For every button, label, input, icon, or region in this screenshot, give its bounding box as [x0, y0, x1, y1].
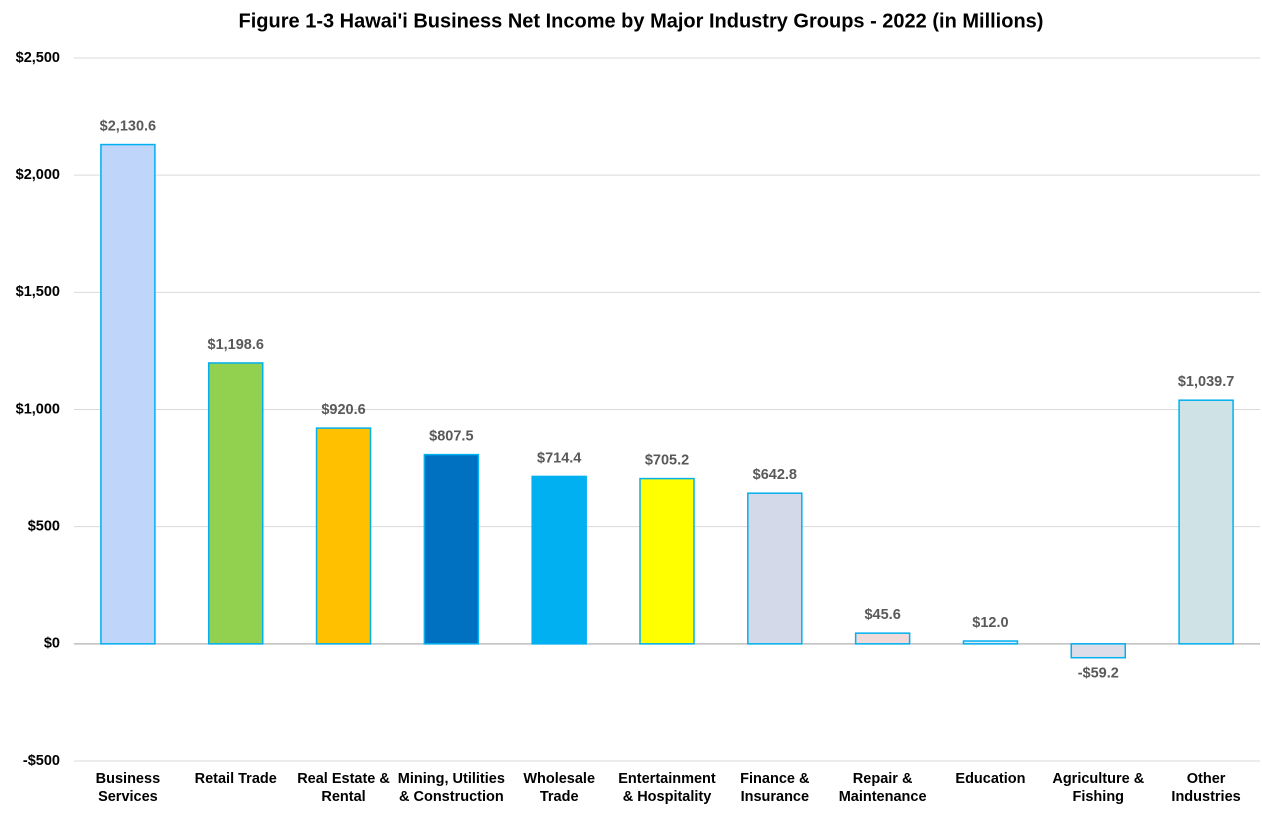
chart-title: Figure 1-3 Hawai'i Business Net Income b… — [239, 10, 1044, 32]
data-label: $714.4 — [537, 450, 581, 466]
y-tick-label: $2,000 — [16, 167, 60, 183]
y-tick-label: $2,500 — [16, 50, 60, 66]
bar — [100, 143, 156, 645]
y-tick-label: $500 — [28, 518, 60, 534]
bar — [639, 477, 695, 645]
data-label: $12.0 — [972, 615, 1008, 631]
x-tick-label: Entertainment & Hospitality — [618, 771, 716, 805]
bar — [854, 632, 911, 645]
x-tick-label: Finance & Insurance — [740, 771, 810, 805]
bar — [1178, 399, 1234, 645]
data-label: $45.6 — [864, 607, 900, 623]
y-tick-label: $0 — [44, 636, 60, 652]
x-tick-label: Repair & Maintenance — [838, 771, 927, 805]
bar — [747, 492, 803, 645]
data-label: $705.2 — [645, 452, 689, 468]
x-tick-label: Wholesale Trade — [523, 771, 596, 805]
x-tick-label: Agriculture & Fishing — [1052, 771, 1145, 805]
data-label: $2,130.6 — [100, 118, 156, 134]
data-label: $920.6 — [321, 402, 365, 418]
x-tick-label: Real Estate & Rental — [297, 771, 390, 805]
bar — [962, 640, 1019, 645]
bar — [1070, 643, 1127, 659]
data-label: $642.8 — [753, 467, 797, 483]
data-label: -$59.2 — [1078, 666, 1119, 682]
y-tick-label: -$500 — [23, 753, 60, 769]
x-tick-label: Mining, Utilities & Construction — [397, 771, 505, 805]
bar — [423, 453, 480, 645]
x-tick-label: Other Industries — [1171, 771, 1241, 805]
bar — [207, 362, 264, 645]
x-tick-label: Retail Trade — [194, 771, 277, 787]
bar — [315, 427, 372, 645]
data-label: $1,198.6 — [208, 337, 264, 353]
data-label: $807.5 — [429, 428, 473, 444]
y-tick-label: $1,500 — [16, 284, 60, 300]
x-tick-label: Business Services — [95, 771, 161, 805]
bar — [531, 475, 587, 645]
x-tick-label: Education — [955, 771, 1026, 787]
data-label: $1,039.7 — [1178, 374, 1234, 390]
y-tick-label: $1,000 — [16, 401, 60, 417]
